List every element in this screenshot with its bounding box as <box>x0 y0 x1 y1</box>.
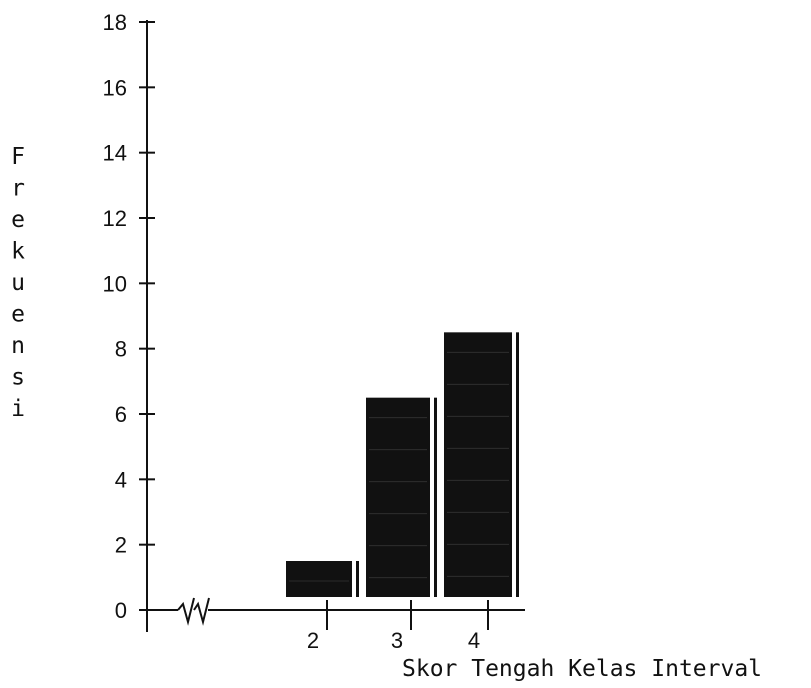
axis-break-mark <box>177 597 210 626</box>
bars <box>286 332 519 597</box>
y-axis-title-letter: e <box>11 302 25 328</box>
y-axis-title-letter: n <box>11 333 25 359</box>
y-axis-title-letter: e <box>11 207 25 233</box>
y-axis-title-letter: r <box>11 176 25 202</box>
y-axis: 0 2 4 6 8 10 12 14 16 18 <box>103 10 155 632</box>
y-tick-label: 2 <box>115 533 127 558</box>
bar-3 <box>366 397 437 597</box>
y-tick-label: 6 <box>115 402 127 427</box>
y-axis-title-letter: s <box>11 365 25 391</box>
y-tick-label: 0 <box>115 598 127 623</box>
y-tick-label: 14 <box>103 141 127 166</box>
y-axis-title-letter: F <box>11 144 25 170</box>
bar-4 <box>444 332 519 597</box>
y-tick-label: 18 <box>103 10 127 35</box>
y-tick-label: 8 <box>115 337 127 362</box>
x-axis-title: Skor Tengah Kelas Interval <box>402 656 762 682</box>
x-axis: 2 3 4 <box>147 597 525 653</box>
y-tick-label: 12 <box>103 206 127 231</box>
y-axis-title-letter: i <box>11 396 25 422</box>
y-tick-label: 10 <box>103 271 127 296</box>
y-tick-label: 16 <box>103 75 127 100</box>
y-tick-label: 4 <box>115 467 127 492</box>
y-axis-title-letter: u <box>11 270 25 296</box>
bar-2 <box>286 561 359 597</box>
x-tick-label: 4 <box>468 628 480 653</box>
x-tick-label: 3 <box>391 628 403 653</box>
x-tick-label: 2 <box>307 628 319 653</box>
y-axis-title-letter: k <box>11 239 25 265</box>
